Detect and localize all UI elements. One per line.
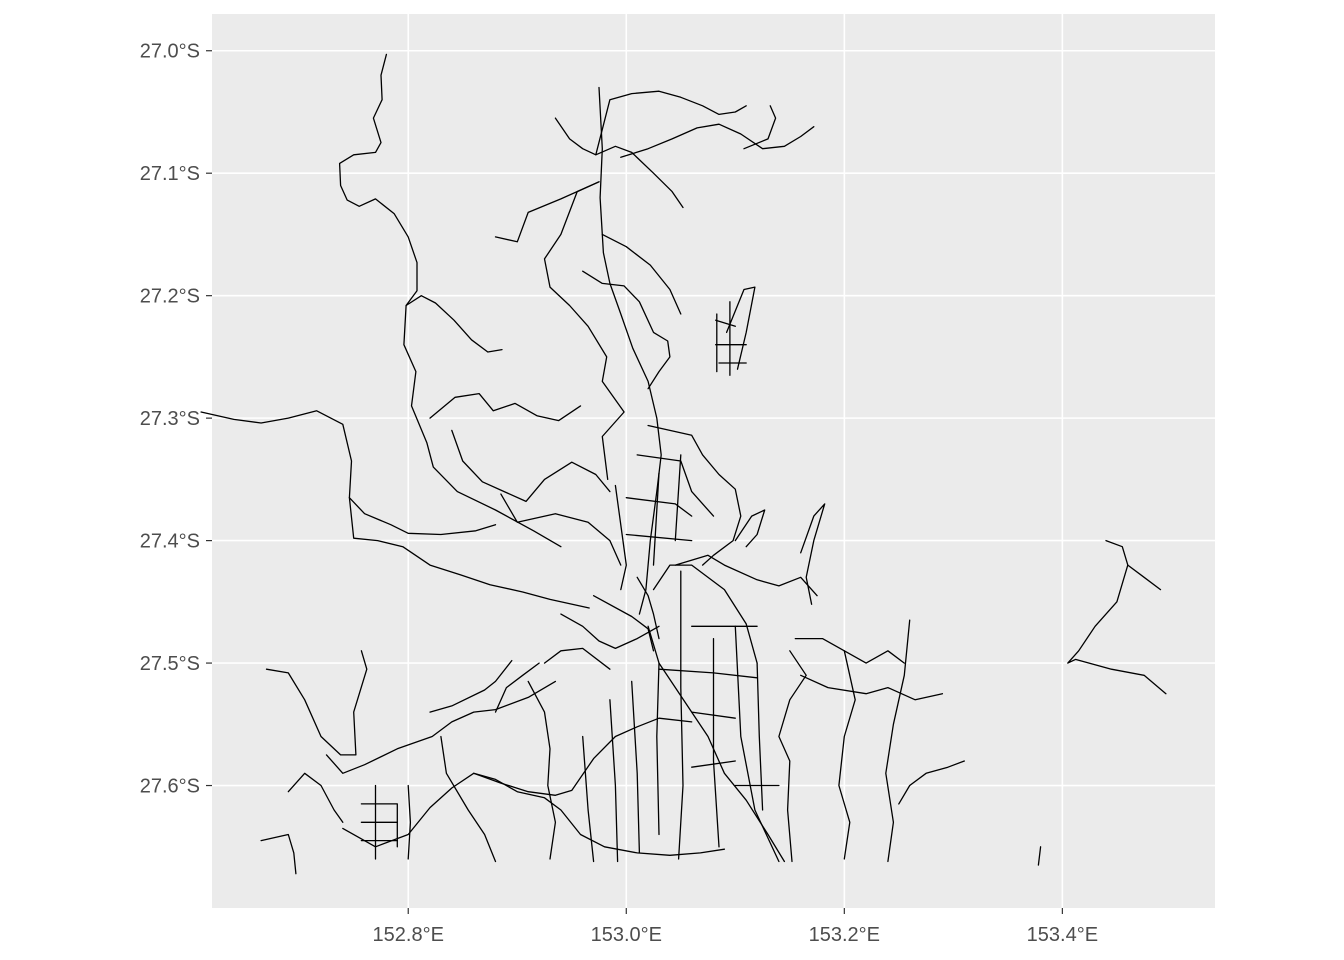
- y-tick-label-3: 27.3°S: [140, 408, 200, 430]
- y-tick-label-2: 27.2°S: [140, 286, 200, 308]
- y-tick-label-1: 27.1°S: [140, 163, 200, 185]
- y-tick-label-5: 27.5°S: [140, 653, 200, 675]
- plot-panel: [212, 14, 1215, 908]
- x-tick-label-0: 152.8°E: [373, 924, 444, 946]
- y-tick-label-4: 27.4°S: [140, 531, 200, 553]
- x-tick-label-2: 153.2°E: [809, 924, 880, 946]
- y-tick-label-6: 27.6°S: [140, 776, 200, 798]
- y-tick-label-0: 27.0°S: [140, 41, 200, 63]
- x-tick-label-3: 153.4°E: [1027, 924, 1098, 946]
- x-tick-label-1: 153.0°E: [591, 924, 662, 946]
